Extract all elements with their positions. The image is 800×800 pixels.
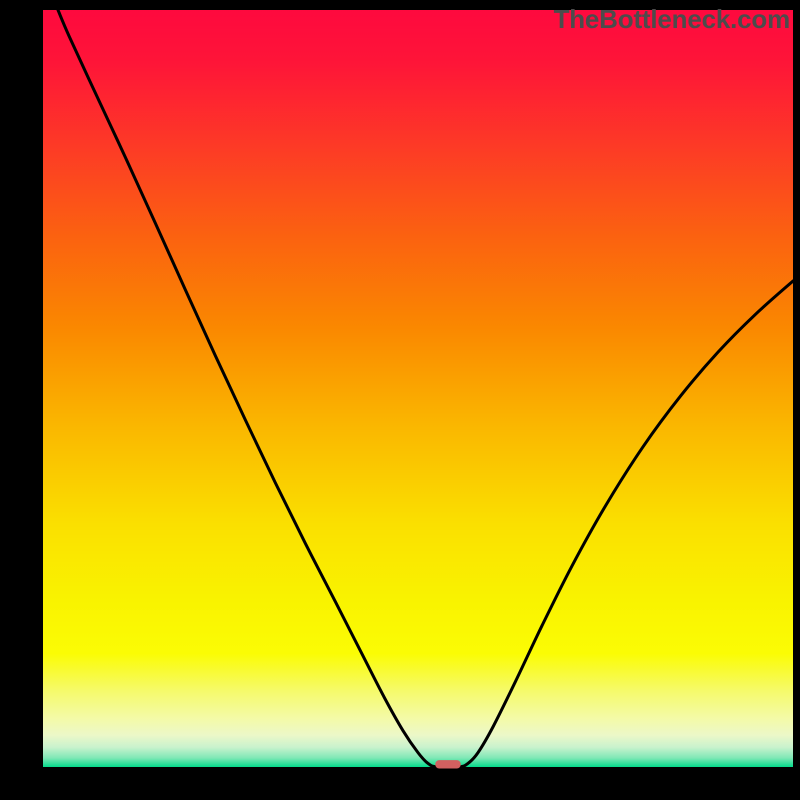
bottleneck-chart xyxy=(0,0,800,800)
chart-stage: TheBottleneck.com xyxy=(0,0,800,800)
plot-gradient xyxy=(43,10,793,767)
watermark-text: TheBottleneck.com xyxy=(554,4,790,35)
optimal-marker xyxy=(435,760,461,768)
